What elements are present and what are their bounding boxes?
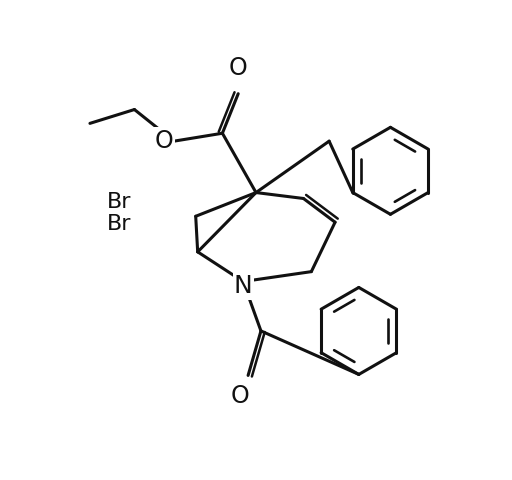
Text: O: O — [231, 384, 249, 408]
Text: N: N — [234, 275, 252, 299]
Text: O: O — [155, 129, 174, 153]
Text: O: O — [229, 56, 248, 80]
Text: Br: Br — [107, 214, 132, 234]
Text: Br: Br — [107, 192, 132, 213]
